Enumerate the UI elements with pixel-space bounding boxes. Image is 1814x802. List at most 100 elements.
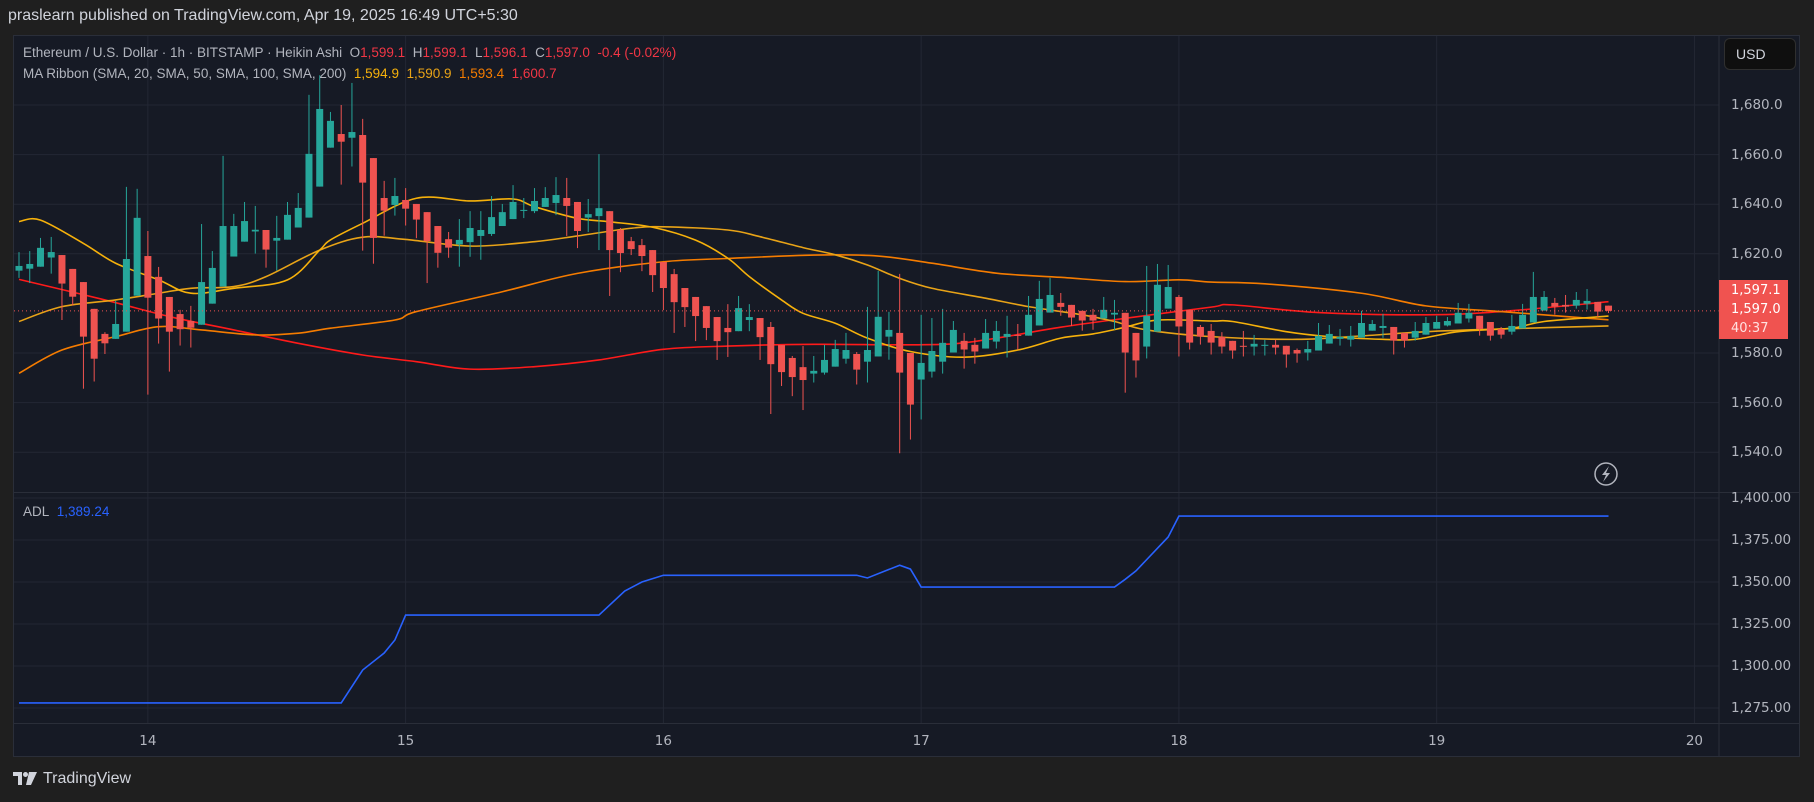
candle <box>573 201 581 249</box>
candle-body <box>284 214 291 240</box>
adl-legend[interactable]: ADL 1,389.24 <box>23 504 109 519</box>
candle <box>1110 299 1118 330</box>
candle <box>305 94 313 218</box>
candle <box>1358 310 1365 338</box>
candle <box>1046 277 1054 313</box>
candle <box>960 332 968 369</box>
candle <box>1089 308 1097 330</box>
candle <box>230 213 238 257</box>
lightning-icon[interactable] <box>1594 462 1618 486</box>
candle <box>90 308 98 382</box>
close-value: 1,597.0 <box>544 45 590 60</box>
candle-body <box>1347 335 1355 340</box>
price-tick-label: 1,560.0 <box>1731 394 1783 411</box>
candle <box>799 346 807 411</box>
candle-body <box>659 261 667 289</box>
candle-body <box>316 108 324 187</box>
candle-body <box>541 198 549 207</box>
candle-body <box>724 327 732 333</box>
candle <box>1433 315 1441 329</box>
candle-body <box>1003 333 1011 337</box>
candle <box>1121 312 1129 393</box>
candle-body <box>616 229 624 254</box>
candle <box>982 319 990 349</box>
candle <box>144 230 152 395</box>
currency-button[interactable]: USD <box>1724 38 1796 70</box>
candle <box>563 177 571 236</box>
candle <box>1336 328 1344 346</box>
candle <box>1379 313 1387 338</box>
candle-body <box>187 321 195 328</box>
candle <box>917 314 925 420</box>
candle <box>627 236 635 256</box>
candle <box>831 339 839 367</box>
candle-body <box>1304 349 1312 353</box>
adl-value: 1,389.24 <box>56 504 110 519</box>
candle-body <box>402 199 410 209</box>
candle <box>863 306 871 383</box>
candle-body <box>863 350 871 362</box>
sma200-value: 1,600.7 <box>511 66 557 81</box>
candle <box>853 352 861 385</box>
candle <box>1218 332 1226 354</box>
candle <box>455 219 463 267</box>
candle <box>47 236 55 274</box>
candle-body <box>69 268 77 297</box>
candle-body <box>165 296 173 332</box>
candle <box>219 155 227 287</box>
candle <box>359 118 367 251</box>
candle <box>1476 315 1484 336</box>
candle <box>36 237 44 267</box>
high-value: 1,599.1 <box>422 45 468 60</box>
candle-body <box>1379 325 1387 328</box>
candle-body <box>1164 287 1172 309</box>
candle <box>434 226 442 268</box>
candle-body <box>520 209 528 211</box>
candle <box>649 250 657 292</box>
candle <box>1390 326 1398 355</box>
candle <box>1078 310 1086 331</box>
candle-body <box>831 349 839 367</box>
symbol-legend[interactable]: Ethereum / U.S. Dollar · 1h · BITSTAMP ·… <box>23 45 676 60</box>
candle-body <box>348 132 356 138</box>
candle <box>15 252 23 278</box>
ma-ribbon-legend[interactable]: MA Ribbon (SMA, 20, SMA, 50, SMA, 100, S… <box>23 66 557 81</box>
candle-body <box>208 267 216 304</box>
candle-body <box>1454 312 1462 324</box>
candle-body <box>1078 310 1086 321</box>
candle <box>509 185 517 220</box>
candle <box>821 344 828 375</box>
price-tick-label: 1,660.0 <box>1731 146 1783 163</box>
tradingview-brand[interactable]: TradingView <box>13 770 131 788</box>
candle-body <box>1390 326 1398 341</box>
candle <box>208 251 216 304</box>
sma-200-line <box>18 278 1609 371</box>
candle <box>906 353 914 440</box>
candle <box>1025 295 1033 336</box>
sma20-value: 1,594.9 <box>353 66 399 81</box>
candle-body <box>47 252 55 258</box>
candle-body <box>273 237 281 241</box>
candle <box>294 193 302 228</box>
candle-body <box>1218 336 1226 347</box>
candle <box>284 201 291 240</box>
candle-body <box>1293 350 1301 354</box>
candle <box>531 188 539 214</box>
candle-body <box>1358 322 1365 338</box>
candle <box>1486 322 1494 341</box>
candle-body <box>649 250 657 276</box>
candle <box>1057 292 1065 316</box>
candle <box>1153 263 1161 332</box>
candle-body <box>1121 312 1129 353</box>
candle <box>992 321 1000 349</box>
candle-body <box>412 203 420 220</box>
candle <box>1315 322 1323 351</box>
candle <box>584 198 592 232</box>
candle-body <box>1594 301 1602 312</box>
sma50-value: 1,590.9 <box>406 66 452 81</box>
open-label: O <box>349 45 361 60</box>
candle-body <box>1207 330 1215 343</box>
candle-body <box>1411 330 1419 338</box>
last-price-label: 1,597.1 1,597.0 40:37 <box>1719 280 1788 339</box>
